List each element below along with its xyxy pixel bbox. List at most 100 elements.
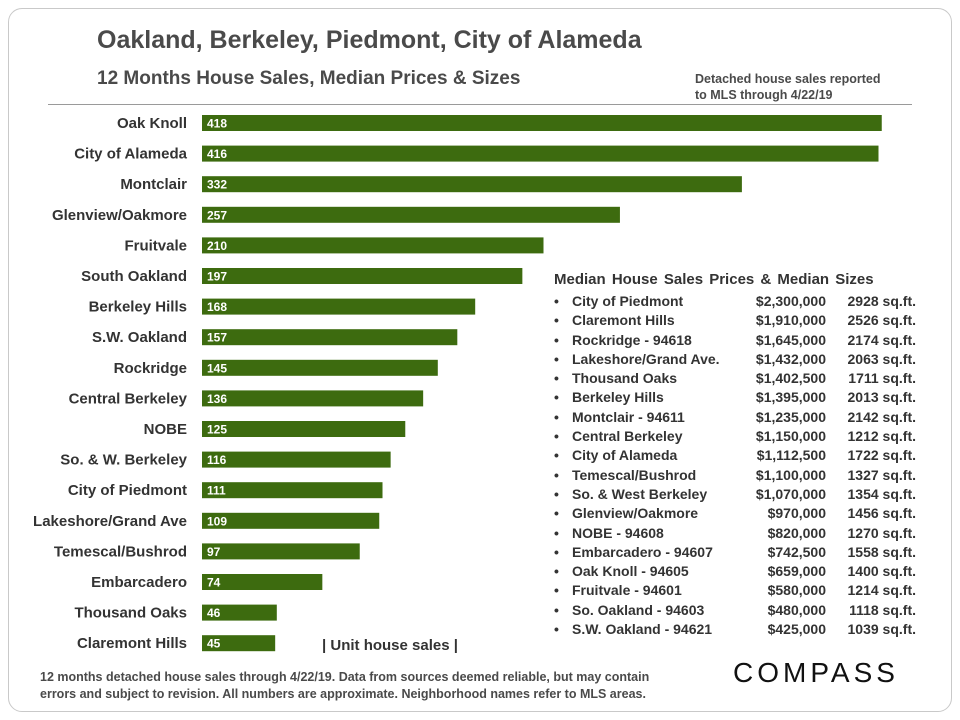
median-size: 2142 sq.ft. bbox=[847, 408, 916, 425]
bar-embarcadero bbox=[202, 574, 323, 590]
bar-value-label: 145 bbox=[207, 361, 227, 375]
bullet: • bbox=[554, 621, 559, 638]
bar-value-label: 416 bbox=[207, 147, 227, 161]
area-name: Berkeley Hills bbox=[572, 389, 664, 406]
bar-glenview-oakmore bbox=[202, 206, 620, 223]
price-row: • Thousand Oaks $1,402,500 1711 sq.ft. bbox=[548, 369, 928, 388]
price-row: • Embarcadero - 94607 $742,500 1558 sq.ft. bbox=[548, 543, 928, 562]
bullet: • bbox=[554, 485, 559, 502]
median-price: $820,000 bbox=[767, 524, 826, 541]
bar-value-label: 210 bbox=[207, 239, 227, 253]
bullet: • bbox=[554, 350, 559, 367]
bullet: • bbox=[554, 524, 559, 541]
median-size: 1118 sq.ft. bbox=[849, 601, 916, 618]
bullet: • bbox=[554, 601, 559, 618]
price-row: • Rockridge - 94618 $1,645,000 2174 sq.ft. bbox=[548, 331, 928, 350]
median-price: $659,000 bbox=[767, 563, 826, 580]
chart-subtitle: 12 Months House Sales, Median Prices & S… bbox=[97, 68, 521, 89]
bar-rockridge bbox=[202, 359, 438, 376]
area-name: Embarcadero - 94607 bbox=[572, 543, 713, 560]
median-price: $1,235,000 bbox=[755, 408, 826, 425]
bullet: • bbox=[554, 389, 559, 406]
bar-lakeshore-grand-ave bbox=[202, 512, 380, 529]
median-price: $1,432,000 bbox=[755, 350, 826, 367]
median-price: $1,645,000 bbox=[755, 331, 826, 348]
bar-value-label: 116 bbox=[207, 453, 227, 467]
category-label: Montclair bbox=[120, 176, 187, 193]
median-price: $580,000 bbox=[767, 582, 826, 599]
footnote: 12 months detached house sales through 4… bbox=[40, 669, 720, 703]
area-name: Lakeshore/Grand Ave. bbox=[572, 350, 720, 367]
bullet: • bbox=[554, 331, 559, 348]
bar-s-w-oakland bbox=[202, 329, 458, 346]
median-price: $480,000 bbox=[767, 601, 826, 618]
area-name: Central Berkeley bbox=[572, 428, 683, 445]
category-label: Embarcadero bbox=[91, 574, 187, 591]
bar-value-label: 197 bbox=[207, 270, 227, 284]
area-name: Rockridge - 94618 bbox=[572, 331, 692, 348]
area-name: Thousand Oaks bbox=[572, 370, 678, 387]
area-name: Temescal/Bushrod bbox=[572, 466, 697, 483]
price-size-panel: Median House Sales Prices & Median Sizes… bbox=[548, 268, 928, 640]
median-size: 1558 sq.ft. bbox=[847, 543, 916, 560]
title-divider bbox=[48, 104, 912, 105]
category-label: South Oakland bbox=[81, 268, 187, 285]
category-label: NOBE bbox=[144, 421, 187, 438]
bar-value-label: 332 bbox=[207, 178, 227, 192]
bar-south-oakland bbox=[202, 268, 523, 284]
median-size: 2928 sq.ft. bbox=[847, 293, 916, 309]
median-price: $2,300,000 bbox=[755, 293, 826, 309]
area-name: NOBE - 94608 bbox=[572, 524, 664, 541]
report-note: Detached house sales reported to MLS thr… bbox=[695, 71, 880, 103]
bullet: • bbox=[554, 563, 559, 580]
category-label: S.W. Oakland bbox=[92, 329, 187, 346]
median-size: 1039 sq.ft. bbox=[847, 621, 916, 638]
price-row: • City of Piedmont $2,300,000 2928 sq.ft. bbox=[548, 292, 928, 311]
bar-so-w-berkeley bbox=[202, 451, 391, 468]
median-size: 2174 sq.ft. bbox=[847, 331, 916, 348]
bar-value-label: 136 bbox=[207, 392, 227, 406]
category-label: Lakeshore/Grand Ave bbox=[33, 513, 187, 530]
median-price: $1,112,500 bbox=[756, 447, 826, 464]
median-size: 1327 sq.ft. bbox=[847, 466, 916, 483]
bar-value-label: 111 bbox=[207, 484, 226, 498]
bar-oak-knoll bbox=[202, 115, 882, 131]
panel-rows: • City of Piedmont $2,300,000 2928 sq.ft. • C… bbox=[548, 292, 928, 639]
bar-nobe bbox=[202, 421, 406, 437]
compass-logo: COMPASS bbox=[733, 657, 899, 688]
median-size: 1212 sq.ft. bbox=[847, 428, 916, 445]
median-size: 1711 sq.ft. bbox=[848, 370, 916, 387]
report-note-line: Detached house sales reported bbox=[695, 72, 881, 86]
unit-label: | Unit house sales | bbox=[322, 637, 458, 654]
bullet: • bbox=[554, 505, 559, 522]
area-name: Fruitvale - 94601 bbox=[572, 582, 682, 599]
chart-title: Oakland, Berkeley, Piedmont, City of Ala… bbox=[97, 26, 642, 54]
report-note-line: to MLS through 4/22/19 bbox=[695, 88, 833, 102]
category-label: Central Berkeley bbox=[69, 390, 188, 407]
bar-value-label: 109 bbox=[207, 514, 227, 528]
area-name: Oak Knoll - 94605 bbox=[572, 563, 689, 580]
area-name: Claremont Hills bbox=[572, 312, 675, 329]
median-size: 1214 sq.ft. bbox=[847, 582, 916, 599]
bar-city-of-piedmont bbox=[202, 482, 383, 499]
price-row: • Lakeshore/Grand Ave. $1,432,000 2063 sq.f… bbox=[548, 350, 928, 369]
bullet: • bbox=[554, 370, 559, 387]
bar-value-label: 45 bbox=[207, 637, 221, 651]
footnote-line: errors and subject to revision. All numb… bbox=[40, 687, 646, 701]
bar-thousand-oaks bbox=[202, 604, 277, 621]
category-label: So. & W. Berkeley bbox=[60, 452, 187, 469]
bar-berkeley-hills bbox=[202, 298, 476, 315]
median-price: $742,500 bbox=[767, 543, 826, 560]
median-price: $1,100,000 bbox=[755, 466, 826, 483]
median-price: $1,150,000 bbox=[755, 428, 826, 445]
bar-value-label: 97 bbox=[207, 545, 221, 559]
price-row: • So. & West Berkeley $1,070,000 1354 sq.ft… bbox=[548, 485, 928, 504]
category-label: City of Alameda bbox=[74, 146, 187, 163]
category-label: Glenview/Oakmore bbox=[52, 207, 187, 224]
area-name: Montclair - 94611 bbox=[572, 408, 685, 425]
category-label: Claremont Hills bbox=[77, 635, 187, 652]
price-row: • Berkeley Hills $1,395,000 2013 sq.ft. bbox=[548, 388, 928, 407]
price-row: • Oak Knoll - 94605 $659,000 1400 sq.ft. bbox=[548, 562, 928, 581]
area-name: S.W. Oakland - 94621 bbox=[572, 621, 713, 638]
